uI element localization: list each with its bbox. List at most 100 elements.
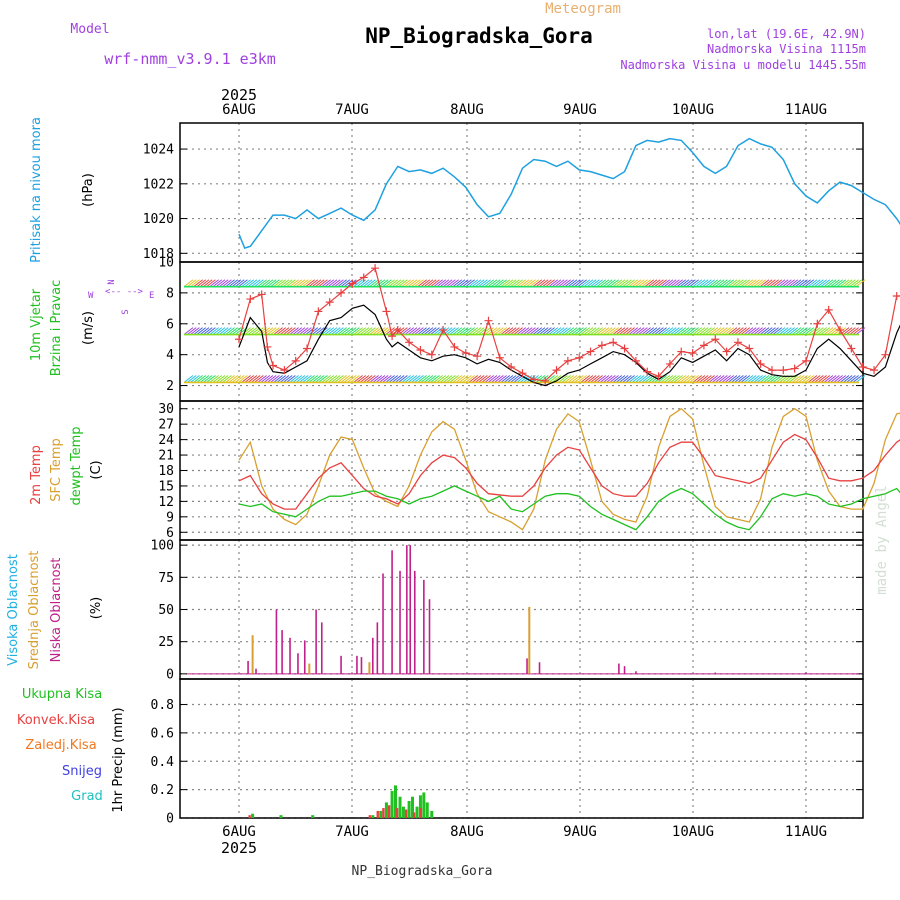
- wind-barb: [590, 327, 600, 335]
- wind-barb: [446, 279, 456, 288]
- compass-south: S: [121, 309, 131, 314]
- wind-barb: [510, 279, 520, 288]
- wind-barb: [695, 327, 706, 335]
- wind-barb: [817, 375, 827, 383]
- wind-barb: [314, 327, 325, 335]
- wind-barb: [279, 375, 290, 383]
- wind-barb: [334, 327, 344, 335]
- day-label-bottom: 9AUG: [563, 824, 597, 840]
- wind-barb: [500, 375, 511, 383]
- clouds-ytick-label: 100: [151, 539, 174, 554]
- wind-barb: [215, 375, 226, 383]
- wind-barb: [567, 279, 578, 288]
- wind-barb: [359, 375, 370, 383]
- wind-gust-marker: [665, 359, 674, 368]
- wind-barb: [689, 375, 699, 383]
- wind-barb: [202, 375, 213, 383]
- wind-barb: [708, 375, 719, 383]
- wind-barb: [702, 327, 712, 335]
- wind-barb: [388, 327, 399, 335]
- wind-barb: [807, 375, 818, 383]
- wind-gust-marker: [688, 349, 697, 358]
- wind-barb: [593, 279, 603, 288]
- precip-conv-bar: [376, 810, 379, 818]
- wind-barb: [474, 327, 485, 335]
- wind-barb: [577, 279, 587, 288]
- wind-barb: [426, 279, 437, 288]
- wind-barb: [682, 375, 693, 383]
- wind-barb: [590, 375, 600, 383]
- wind-barb: [302, 279, 312, 288]
- precip-ytick-label: 0.8: [151, 698, 174, 713]
- wind-barb: [292, 327, 303, 335]
- wind-barb: [468, 327, 479, 335]
- wind-barb: [484, 375, 495, 383]
- wind-barb: [551, 375, 562, 383]
- wind-barb: [673, 375, 683, 383]
- wind-barb: [686, 279, 696, 288]
- wind-barb: [295, 279, 306, 288]
- wind-barb: [369, 327, 379, 335]
- wind-barb: [244, 375, 255, 383]
- wind-barb: [628, 375, 639, 383]
- wind-gust-marker: [263, 342, 272, 351]
- temperature-ytick-label: 27: [158, 418, 174, 433]
- wind-barb: [762, 375, 773, 383]
- wind-barb: [788, 375, 799, 383]
- wind-barb: [801, 279, 811, 288]
- wind-barb: [718, 327, 728, 335]
- wind-barb: [452, 279, 463, 288]
- precip-total-bar: [279, 815, 283, 818]
- precip-conv-bar: [412, 812, 416, 818]
- wind-barb: [519, 375, 530, 383]
- wind-barb: [769, 375, 779, 383]
- wind-barb: [378, 375, 389, 383]
- clouds-ytick-label: 0: [166, 667, 174, 682]
- model-name: wrf-nmm_v3.9.1 e3km: [104, 50, 276, 68]
- wind-gust-marker: [461, 349, 470, 358]
- wind-gust-marker: [541, 376, 550, 385]
- wind-barb: [314, 375, 325, 383]
- day-label-top: 10AUG: [672, 102, 714, 118]
- wind-barb: [193, 279, 203, 288]
- wind-barb: [772, 279, 783, 288]
- wind-barb: [263, 279, 274, 288]
- wind-barb: [503, 375, 514, 383]
- wind-barb: [583, 279, 594, 288]
- wind-barb: [487, 279, 498, 288]
- wind-barb: [378, 279, 389, 288]
- wind-barb: [308, 327, 319, 335]
- wind-barb: [273, 279, 283, 288]
- wind-barb: [756, 375, 767, 383]
- wind-barb: [855, 279, 866, 288]
- wind-barb: [362, 375, 373, 383]
- wind-barb: [542, 327, 552, 335]
- wind-barb: [298, 279, 309, 288]
- wind-barb: [212, 279, 223, 288]
- wind-barb: [695, 279, 706, 288]
- wind-barb: [823, 375, 834, 383]
- wind-barb: [222, 375, 232, 383]
- wind-gust-marker: [552, 366, 561, 375]
- wind-barb: [321, 327, 331, 335]
- wind-barb: [350, 375, 360, 383]
- wind-gust-marker: [303, 344, 312, 353]
- wind-barb: [436, 327, 447, 335]
- wind-ytick-label: 2: [166, 379, 174, 394]
- wind-barb: [842, 327, 853, 335]
- wind-barb: [692, 279, 703, 288]
- wind-barb: [385, 375, 395, 383]
- wind-barb: [526, 279, 536, 288]
- wind-gust-marker: [779, 366, 788, 375]
- wind-barb: [414, 279, 424, 288]
- wind-barb: [321, 279, 331, 288]
- wind-barb: [657, 327, 667, 335]
- wind-barb: [702, 375, 712, 383]
- wind-gust-marker: [870, 366, 879, 375]
- wind-barb: [270, 375, 280, 383]
- wind-barb: [305, 375, 315, 383]
- cloud-side-label-1: Visoka Oblacnost: [6, 554, 21, 666]
- wind-gust-marker: [359, 273, 368, 282]
- wind-barb: [740, 279, 751, 288]
- wind-barb: [202, 327, 213, 335]
